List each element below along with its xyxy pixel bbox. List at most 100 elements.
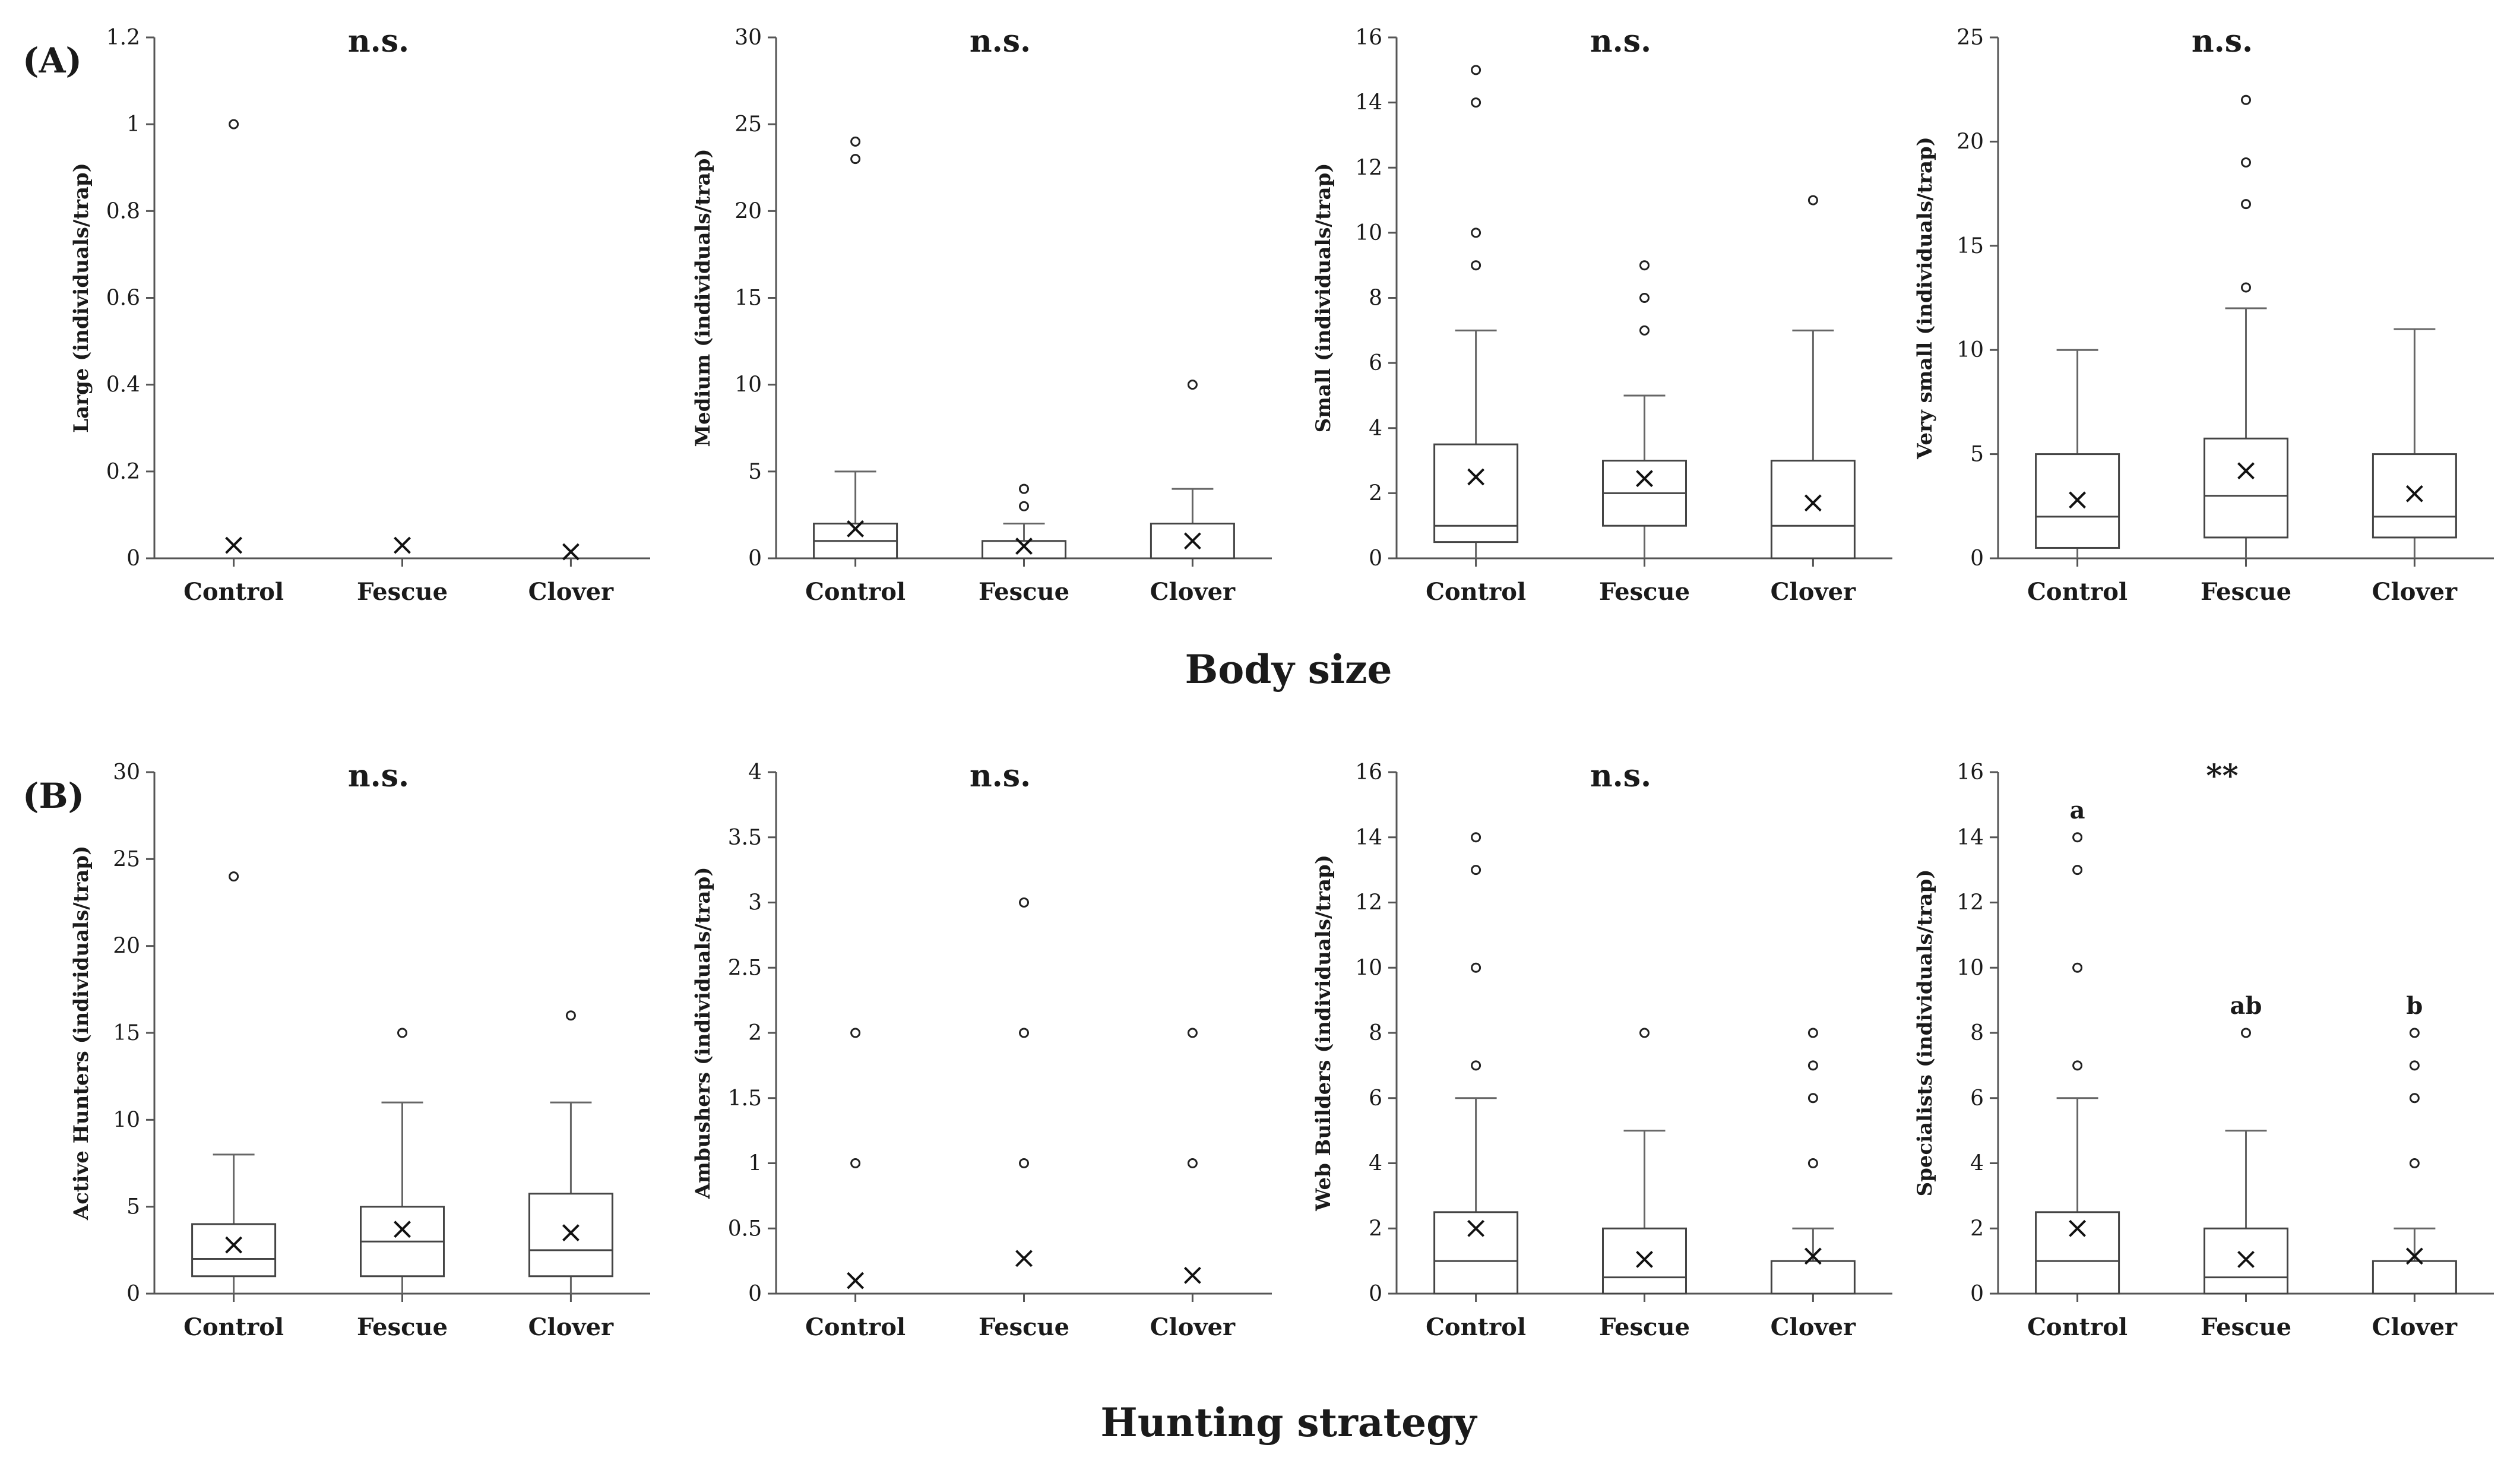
mean-marker [1636, 470, 1653, 488]
y-tick-label: 0.6 [106, 286, 140, 311]
outlier-point [229, 119, 239, 129]
box-clover [1150, 380, 1235, 560]
outlier-point [1639, 260, 1650, 271]
outlier-point [2241, 157, 2251, 167]
chart-5: 0 5 10 15 20 25 30 Active Hunters (individuals/… [69, 758, 650, 1341]
y-tick-label: 30 [113, 760, 140, 785]
category-label: Fescue [979, 1313, 1069, 1341]
mean-marker [2237, 462, 2255, 480]
mean-marker [1804, 494, 1822, 512]
y-tick-label: 0 [1970, 1282, 1984, 1306]
iqr-box [2372, 1260, 2457, 1295]
group-letter: ab [2230, 992, 2262, 1020]
mean-marker [1804, 1247, 1822, 1265]
chart-4: 0 5 10 15 20 25 Very small (individuals/trap) n… [1913, 23, 2494, 606]
category-label: Control [183, 578, 284, 606]
box-control [2035, 349, 2120, 558]
mean-marker [1467, 1219, 1485, 1237]
outlier-point [1019, 1158, 1029, 1168]
category-label: Clover [2372, 1313, 2458, 1341]
y-axis-label: Specialists (individuals/trap) [1913, 870, 1937, 1197]
panel-label-a: (A) [23, 40, 82, 81]
y-tick-label: 6 [1369, 1086, 1382, 1111]
significance-label: n.s. [1590, 23, 1651, 59]
category-label: Clover [1771, 578, 1856, 606]
box-control [225, 119, 243, 554]
y-tick-label: 4 [748, 760, 762, 785]
iqr-box [2372, 453, 2457, 539]
y-tick-label: 1 [126, 112, 140, 137]
mean-marker [394, 536, 411, 554]
y-tick-label: 16 [1355, 26, 1382, 50]
y-tick-label: 5 [748, 460, 762, 484]
mean-marker [2069, 491, 2087, 509]
chart-7: 0 2 4 6 8 10 12 14 16 Web Builders (individuals/t… [1312, 758, 1892, 1341]
box-control [813, 136, 898, 560]
y-tick-label: 14 [1957, 826, 1984, 850]
iqr-box [1433, 1211, 1519, 1295]
significance-label: n.s. [1590, 758, 1651, 794]
mean-marker [1015, 1250, 1033, 1267]
row-title-hunting-strategy: Hunting strategy [1100, 1399, 1477, 1446]
y-tick-label: 12 [1957, 891, 1984, 915]
y-tick-label: 5 [1970, 442, 1984, 467]
box-fescue [2204, 94, 2288, 558]
outlier-point [1807, 1093, 1818, 1104]
box-clover [1770, 195, 1856, 560]
box-control [847, 1028, 865, 1289]
y-tick-label: 25 [113, 847, 140, 871]
y-tick-label: 4 [1369, 416, 1382, 441]
chart-8: 0 2 4 6 8 10 12 14 16 Specialists (individuals/tr… [1913, 758, 2494, 1341]
y-tick-label: 0 [1369, 1282, 1382, 1306]
outlier-point [2072, 1060, 2083, 1071]
y-tick-label: 10 [1957, 338, 1984, 362]
mean-marker [1183, 532, 1201, 550]
y-tick-label: 0 [748, 546, 762, 571]
outlier-point [1471, 65, 1481, 75]
y-tick-label: 16 [1957, 760, 1984, 785]
y-tick-label: 15 [735, 286, 762, 311]
y-tick-label: 2 [1970, 1216, 1984, 1241]
outlier-point [1807, 1158, 1818, 1168]
y-tick-label: 8 [1369, 1021, 1382, 1045]
panel-label-b: (B) [23, 776, 84, 816]
mean-marker [2069, 1219, 2087, 1237]
y-tick-label: 1.2 [106, 26, 140, 50]
box-clover [562, 543, 580, 561]
y-tick-label: 0 [1369, 546, 1382, 571]
y-tick-label: 12 [1355, 891, 1382, 915]
y-tick-label: 5 [126, 1195, 140, 1219]
box-fescue [982, 483, 1066, 560]
box-fescue [360, 1028, 445, 1294]
outlier-point [1639, 325, 1650, 336]
mean-marker [2237, 1250, 2255, 1268]
outlier-point [850, 154, 861, 165]
category-label: Clover [2372, 578, 2458, 606]
y-tick-label: 2 [1369, 481, 1382, 505]
significance-label: n.s. [348, 23, 409, 59]
box-control [1433, 832, 1519, 1295]
outlier-point [850, 1028, 861, 1038]
outlier-point [1019, 483, 1029, 494]
outlier-point [850, 136, 861, 147]
mean-marker [2405, 485, 2423, 502]
y-tick-label: 0 [748, 1282, 762, 1306]
box-fescue [1602, 260, 1687, 558]
y-tick-label: 4 [1369, 1152, 1382, 1176]
outlier-point [1187, 1158, 1198, 1168]
y-tick-label: 0.2 [106, 460, 140, 484]
y-tick-label: 10 [1355, 956, 1382, 980]
outlier-point [2409, 1093, 2420, 1104]
y-tick-label: 10 [1957, 956, 1984, 980]
y-tick-label: 2 [748, 1021, 762, 1045]
outlier-point [1807, 1028, 1818, 1038]
category-label: Control [2027, 578, 2128, 606]
box-clover [1183, 1028, 1201, 1284]
chart-3: 0 2 4 6 8 10 12 14 16 Small (individuals/trap) n.s… [1312, 23, 1892, 606]
row-title-body-size: Body size [1185, 646, 1392, 693]
category-label: Fescue [1599, 578, 1690, 606]
outlier-point [850, 1158, 861, 1168]
outlier-point [2409, 1060, 2420, 1071]
significance-label: n.s. [970, 23, 1031, 59]
